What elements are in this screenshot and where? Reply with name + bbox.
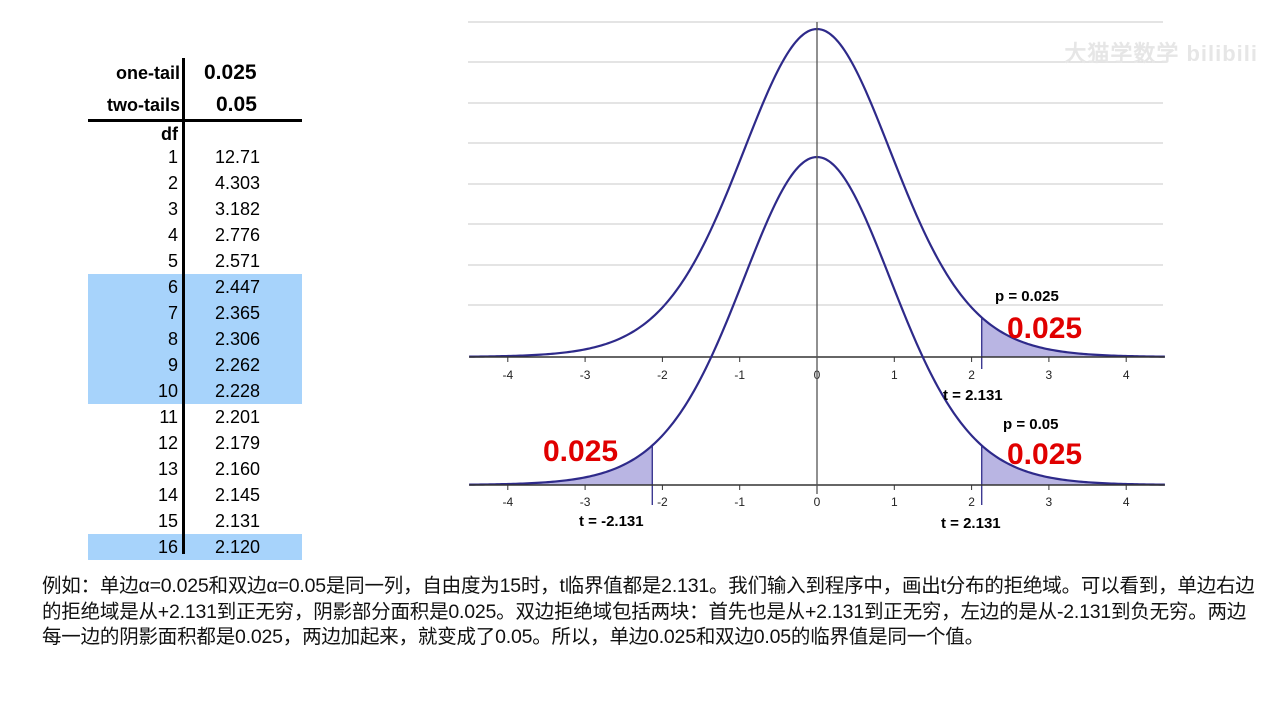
table-row: 6 2.447 <box>88 274 302 300</box>
df-cell: 11 <box>159 407 178 427</box>
table-row: 2 4.303 <box>88 170 302 196</box>
table-row: 8 2.306 <box>88 326 302 352</box>
chart2-tick-label: -4 <box>502 495 513 509</box>
table-row: 14 2.145 <box>88 482 302 508</box>
one-tail-label: one-tail <box>115 63 180 83</box>
chart1-tick-label: -2 <box>657 368 668 382</box>
table-row: 4 2.776 <box>88 222 302 248</box>
critical-value-cell: 2.131 <box>215 511 261 531</box>
explanation-text: 例如：单边α=0.025和双边α=0.05是同一列，自由度为15时，t临界值都是… <box>42 575 1255 648</box>
chart2-tick-label: 2 <box>968 495 975 509</box>
critical-value-cell: 2.306 <box>215 329 261 349</box>
table-row: 1 12.71 <box>88 144 302 170</box>
critical-value-cell: 2.120 <box>215 537 261 557</box>
chart1-shaded-regions <box>981 317 1165 369</box>
chart1-shaded-region <box>981 317 1165 357</box>
df-cell: 2 <box>167 173 178 193</box>
critical-value-cell: 2.571 <box>215 251 261 271</box>
chart1-tick-label: -4 <box>502 368 513 382</box>
chart2-t-left-label: t = -2.131 <box>579 513 644 530</box>
table-row: 13 2.160 <box>88 456 302 482</box>
table-row: 15 2.131 <box>88 508 302 534</box>
critical-value-cell: 2.160 <box>215 459 261 479</box>
t-critical-value-table: one-tail 0.025 two-tails 0.05 df 1 12.71 2… <box>88 58 302 560</box>
df-cell: 8 <box>167 329 178 349</box>
chart1-area-label-right: 0.025 <box>1007 312 1082 345</box>
chart1-p-label: p = 0.025 <box>995 288 1059 305</box>
table-row: 16 2.120 <box>88 534 302 560</box>
chart1-tick-label: -1 <box>734 368 745 382</box>
critical-value-cell: 2.145 <box>215 485 261 505</box>
df-cell: 13 <box>157 459 178 479</box>
table-row: 12 2.179 <box>88 430 302 456</box>
chart2-tick-label: -3 <box>580 495 591 509</box>
df-cell: 5 <box>167 251 178 271</box>
critical-value-cell: 2.447 <box>215 277 261 297</box>
two-tails-label: two-tails <box>106 95 180 115</box>
df-cell: 7 <box>167 303 178 323</box>
chart2-tick-label: 3 <box>1046 495 1053 509</box>
two-tails-header-row: two-tails 0.05 <box>88 90 302 120</box>
one-tail-value: 0.025 <box>204 61 257 84</box>
chart2-tick-label: 1 <box>891 495 898 509</box>
chart1-t-label: t = 2.131 <box>943 387 1003 404</box>
chart2-shaded-region <box>981 445 1165 485</box>
critical-value-cell: 2.365 <box>215 303 261 323</box>
table-row: 10 2.228 <box>88 378 302 404</box>
df-cell: 6 <box>167 277 178 297</box>
df-cell: 12 <box>157 433 178 453</box>
header-divider <box>88 119 302 122</box>
chart1-tick-label: 4 <box>1123 368 1130 382</box>
chart1-tick-label: 3 <box>1046 368 1053 382</box>
critical-value-cell: 2.262 <box>215 355 261 375</box>
chart1-tick-label: 1 <box>891 368 898 382</box>
chart2-area-label-left: 0.025 <box>543 435 618 468</box>
df-cell: 4 <box>167 225 178 245</box>
chart1-tick-label: -3 <box>580 368 591 382</box>
df-cell: 1 <box>167 147 178 167</box>
table-row: 9 2.262 <box>88 352 302 378</box>
two-tails-value: 0.05 <box>216 93 257 116</box>
df-cell: 9 <box>167 355 178 375</box>
chart2-tick-label: 4 <box>1123 495 1130 509</box>
chart2-tick-label: -1 <box>734 495 745 509</box>
table-row: 7 2.365 <box>88 300 302 326</box>
critical-value-cell: 4.303 <box>215 173 261 193</box>
column-divider <box>182 58 185 554</box>
chart2-t-right-label: t = 2.131 <box>941 515 1001 532</box>
chart2-tick-label: -2 <box>657 495 668 509</box>
table-row: 5 2.571 <box>88 248 302 274</box>
chart2-shaded-regions <box>469 445 1165 505</box>
one-tail-header-row: one-tail 0.025 <box>88 58 302 88</box>
table-row: 3 3.182 <box>88 196 302 222</box>
df-cell: 10 <box>157 381 178 401</box>
chart1-tick-label: 2 <box>968 368 975 382</box>
critical-value-cell: 2.179 <box>215 433 261 453</box>
df-cell: 15 <box>157 511 178 531</box>
chart2-shaded-region <box>469 445 653 485</box>
critical-value-cell: 2.228 <box>215 381 261 401</box>
chart2-p-label: p = 0.05 <box>1003 416 1058 433</box>
critical-value-cell: 2.776 <box>215 225 261 245</box>
chart1-gridlines <box>468 21 1163 306</box>
df-cell: 16 <box>157 537 178 557</box>
df-header-row: df <box>88 122 302 146</box>
critical-value-cell: 12.71 <box>215 147 261 167</box>
df-cell: 14 <box>157 485 178 505</box>
chart2-area-label-right: 0.025 <box>1007 438 1082 471</box>
df-cell: 3 <box>167 199 178 219</box>
chart2-tick-label: 0 <box>814 495 821 509</box>
watermark: 大猫学数学 bilibili <box>1064 41 1258 66</box>
df-header: df <box>161 124 178 144</box>
table-row: 11 2.201 <box>88 404 302 430</box>
critical-value-cell: 3.182 <box>215 199 261 219</box>
critical-value-cell: 2.201 <box>215 407 261 427</box>
